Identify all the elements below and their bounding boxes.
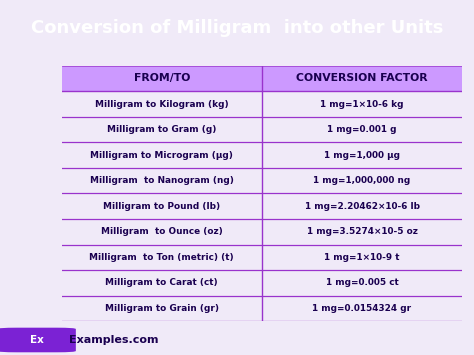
Text: 1 mg=1,000 µg: 1 mg=1,000 µg (324, 151, 400, 160)
Text: 1 mg=2.20462×10-6 lb: 1 mg=2.20462×10-6 lb (304, 202, 419, 211)
Text: 1 mg=1×10-9 t: 1 mg=1×10-9 t (324, 253, 400, 262)
Text: 1 mg=3.5274×10-5 oz: 1 mg=3.5274×10-5 oz (307, 227, 418, 236)
Text: 1 mg=0.0154324 gr: 1 mg=0.0154324 gr (312, 304, 411, 313)
Text: Milligram to Microgram (µg): Milligram to Microgram (µg) (91, 151, 233, 160)
Text: Milligram  to Ounce (oz): Milligram to Ounce (oz) (101, 227, 223, 236)
Text: Examples.com: Examples.com (69, 335, 158, 345)
Text: Milligram to Gram (g): Milligram to Gram (g) (107, 125, 217, 134)
Text: Milligram to Pound (lb): Milligram to Pound (lb) (103, 202, 220, 211)
Text: Milligram  to Ton (metric) (t): Milligram to Ton (metric) (t) (90, 253, 234, 262)
Text: Milligram to Kilogram (kg): Milligram to Kilogram (kg) (95, 99, 228, 109)
Text: 1 mg=0.005 ct: 1 mg=0.005 ct (326, 278, 398, 288)
Text: Milligram to Carat (ct): Milligram to Carat (ct) (105, 278, 218, 288)
Text: 1 mg=0.001 g: 1 mg=0.001 g (327, 125, 397, 134)
Bar (62, 66, 462, 91)
FancyBboxPatch shape (0, 328, 76, 352)
Text: 1 mg=1×10-6 kg: 1 mg=1×10-6 kg (320, 99, 404, 109)
Text: FROM/TO: FROM/TO (134, 73, 190, 83)
Text: Ex: Ex (30, 335, 44, 345)
Text: 1 mg=1,000,000 ng: 1 mg=1,000,000 ng (313, 176, 410, 185)
Text: CONVERSION FACTOR: CONVERSION FACTOR (296, 73, 428, 83)
Text: Milligram  to Nanogram (ng): Milligram to Nanogram (ng) (90, 176, 234, 185)
Text: Conversion of Milligram  into other Units: Conversion of Milligram into other Units (31, 18, 443, 37)
Text: Milligram to Grain (gr): Milligram to Grain (gr) (105, 304, 219, 313)
